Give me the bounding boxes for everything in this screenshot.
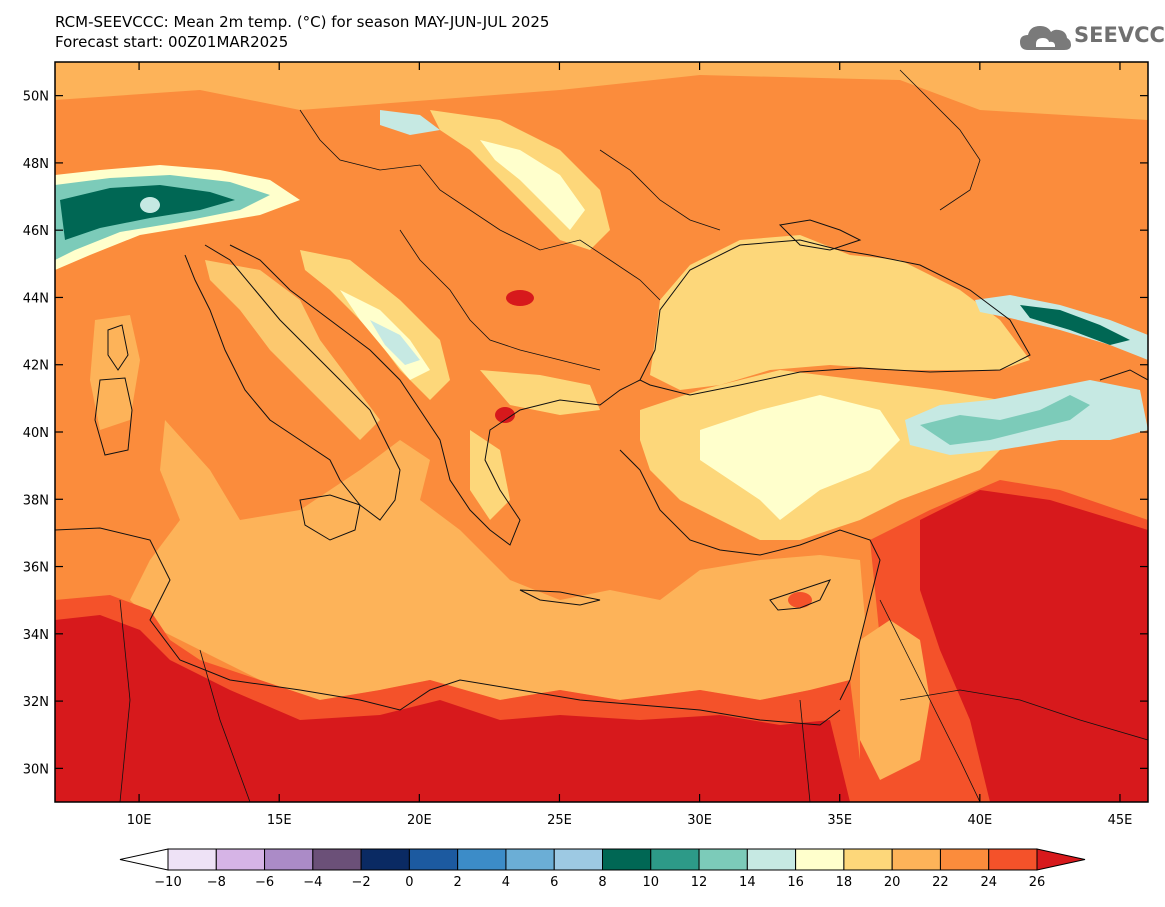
latitude-axis: 50N 48N 46N 44N 42N 40N 38N 36N 34N 32N 30N (23, 90, 1148, 777)
lat-tick-label: 30N (23, 762, 49, 777)
colorbar-label: 4 (502, 875, 510, 890)
lon-tick-label: 10E (127, 813, 152, 828)
colorbar-swatch (843, 848, 893, 871)
colorbar-label: 16 (787, 875, 804, 890)
lon-tick-label: 15E (267, 813, 292, 828)
colorbar-label: 2 (454, 875, 462, 890)
title-line-2: Forecast start: 00Z01MAR2025 (55, 33, 289, 51)
lat-tick-label: 36N (23, 561, 49, 576)
lat-tick-label: 46N (23, 224, 49, 239)
colorbar-label: 20 (884, 875, 901, 890)
coastlines (55, 69, 1148, 802)
lon-tick-label: 30E (687, 813, 712, 828)
colorbar-swatch (505, 848, 555, 871)
colorbar-swatch (312, 848, 362, 871)
colorbar-label: 22 (932, 875, 949, 890)
colorbar-swatch (602, 848, 652, 871)
colorbar-label: 18 (836, 875, 853, 890)
colorbar-label: −10 (154, 875, 181, 890)
colorbar-swatch (553, 848, 604, 871)
lat-tick-label: 44N (23, 291, 49, 306)
logo-text: SEEVCCC (1074, 23, 1165, 47)
lat-tick-label: 38N (23, 493, 49, 508)
colorbar-swatch (746, 848, 797, 871)
cloud-icon (1020, 26, 1071, 50)
colorbar-label: 12 (691, 875, 708, 890)
colorbar-over-arrow (1036, 848, 1086, 871)
lat-tick-label: 40N (23, 426, 49, 441)
colorbar-swatch (408, 848, 459, 871)
lon-tick-label: 45E (1108, 813, 1133, 828)
longitude-axis: 10E 15E 20E 25E 30E 35E 40E 45E (127, 62, 1133, 828)
colorbar-label: 26 (1029, 875, 1046, 890)
colorbar-label: −8 (207, 875, 226, 890)
colorbar-swatch (988, 848, 1038, 871)
lon-tick-label: 25E (547, 813, 572, 828)
colorbar-swatch (264, 848, 314, 871)
map-title: RCM-SEEVCCC: Mean 2m temp. (°C) for seas… (55, 12, 549, 52)
colorbar-label: −4 (303, 875, 322, 890)
colorbar-swatch (167, 848, 217, 871)
colorbar: −10 −8 −6 −4 −2 0 2 4 6 8 10 12 14 16 18 20 22 24 26 (119, 848, 1086, 890)
colorbar-label: −2 (352, 875, 371, 890)
colorbar-label: 10 (643, 875, 660, 890)
lat-tick-label: 50N (23, 90, 49, 105)
colorbar-label: 14 (739, 875, 756, 890)
colorbar-label: 8 (598, 875, 606, 890)
colorbar-swatch (360, 848, 410, 871)
temperature-field (55, 62, 1148, 802)
colorbar-swatch (698, 848, 748, 871)
colorbar-swatch (215, 848, 266, 871)
colorbar-label: −6 (255, 875, 274, 890)
colorbar-swatch (457, 848, 507, 871)
lon-tick-label: 20E (407, 813, 432, 828)
lon-tick-label: 35E (827, 813, 852, 828)
lat-tick-label: 42N (23, 359, 49, 374)
lat-tick-label: 34N (23, 628, 49, 643)
lon-tick-label: 40E (967, 813, 992, 828)
colorbar-swatch (891, 848, 941, 871)
title-line-1: RCM-SEEVCCC: Mean 2m temp. (°C) for seas… (55, 13, 550, 31)
colorbar-label: 24 (980, 875, 997, 890)
lat-tick-label: 32N (23, 695, 49, 710)
colorbar-label: 0 (405, 875, 413, 890)
colorbar-swatch (939, 848, 990, 871)
colorbar-label: 6 (550, 875, 558, 890)
lat-tick-label: 48N (23, 157, 49, 172)
colorbar-under-arrow (119, 848, 169, 871)
colorbar-swatch (650, 848, 700, 871)
seevccc-logo: SEEVCCC (1018, 20, 1165, 56)
colorbar-swatch (795, 848, 845, 871)
